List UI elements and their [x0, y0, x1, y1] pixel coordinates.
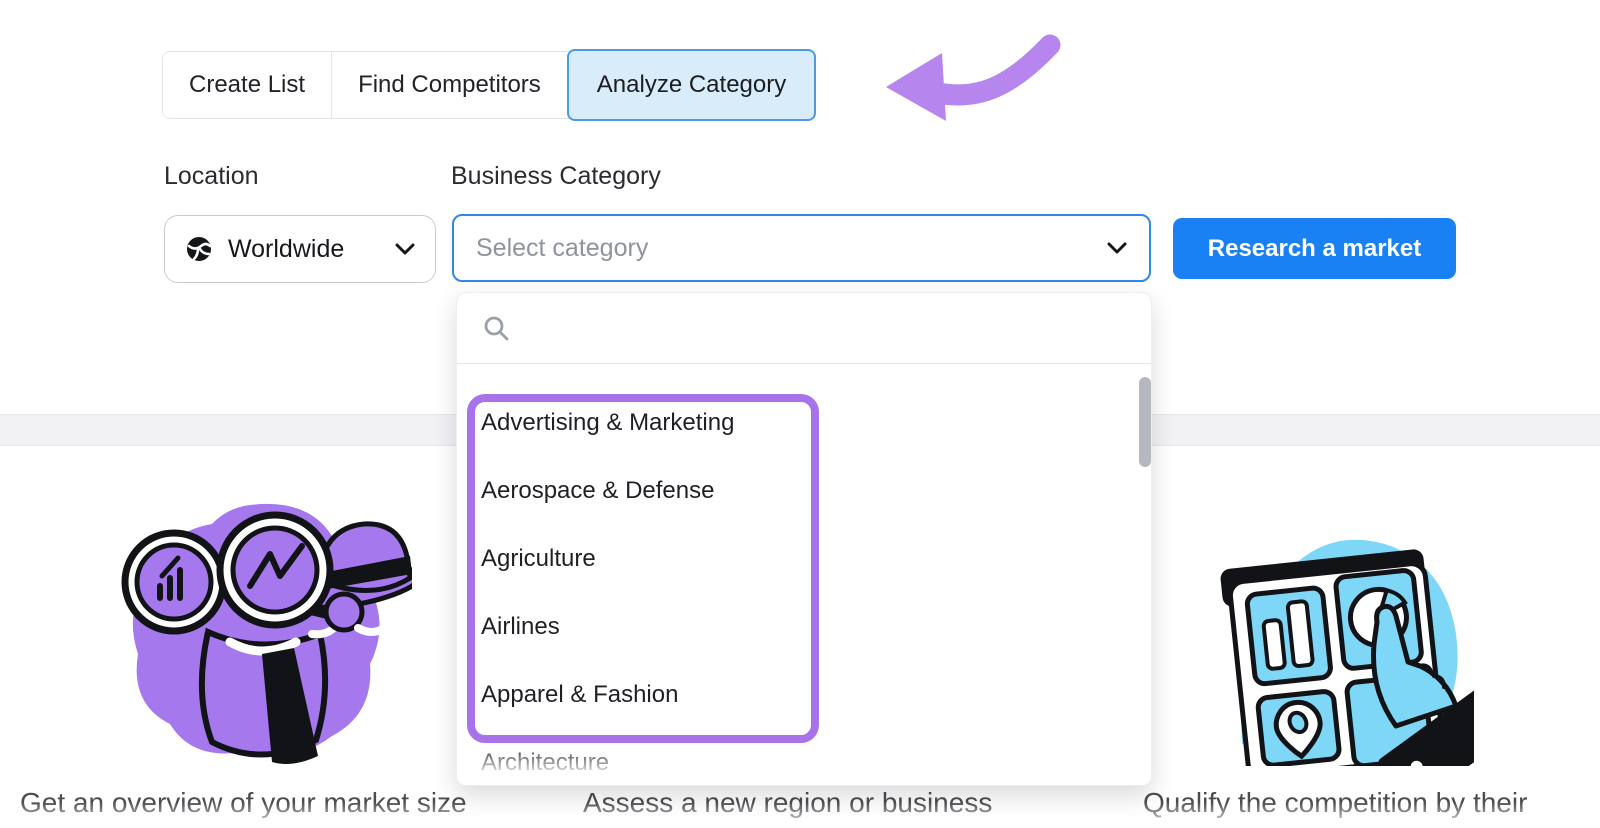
- chevron-down-icon: [395, 243, 415, 255]
- location-label: Location: [164, 162, 259, 190]
- category-search-input[interactable]: [519, 303, 1123, 353]
- mode-tabs: Create List Find Competitors Analyze Cat…: [162, 49, 817, 121]
- tab-create-list[interactable]: Create List: [189, 71, 306, 98]
- category-list: Advertising & Marketing Aerospace & Defe…: [457, 364, 1151, 785]
- category-option[interactable]: Agriculture: [481, 545, 596, 572]
- chevron-down-icon: [1107, 242, 1127, 254]
- category-option[interactable]: Aerospace & Defense: [481, 477, 715, 504]
- purple-arrow-annotation: [886, 34, 1061, 121]
- category-option[interactable]: Advertising & Marketing: [481, 409, 735, 436]
- category-select[interactable]: Select category: [452, 214, 1151, 282]
- category-placeholder: Select category: [476, 233, 649, 262]
- category-option[interactable]: Airlines: [481, 613, 560, 640]
- hand-dashboard-illustration: [1220, 539, 1474, 766]
- feature-caption-qualify-competition: Qualify the competition by their: [1143, 787, 1528, 818]
- category-search: [457, 293, 1151, 364]
- dropdown-scrollbar-thumb[interactable]: [1139, 377, 1151, 467]
- category-option[interactable]: Architecture: [481, 749, 610, 776]
- tab-analyze-category[interactable]: Analyze Category: [566, 49, 817, 121]
- feature-caption-assess-region: Assess a new region or business: [583, 787, 993, 818]
- location-select[interactable]: Worldwide: [164, 215, 436, 283]
- detective-binoculars-illustration: [121, 503, 412, 764]
- globe-icon: [187, 237, 212, 261]
- business-category-label: Business Category: [451, 162, 661, 190]
- location-value: Worldwide: [228, 234, 345, 263]
- search-icon: [484, 316, 509, 341]
- tab-find-competitors[interactable]: Find Competitors: [331, 52, 567, 118]
- feature-caption-market-size: Get an overview of your market size: [20, 787, 467, 818]
- research-market-button[interactable]: Research a market: [1173, 218, 1456, 279]
- category-option[interactable]: Apparel & Fashion: [481, 681, 679, 708]
- category-dropdown: Advertising & Marketing Aerospace & Defe…: [456, 292, 1152, 786]
